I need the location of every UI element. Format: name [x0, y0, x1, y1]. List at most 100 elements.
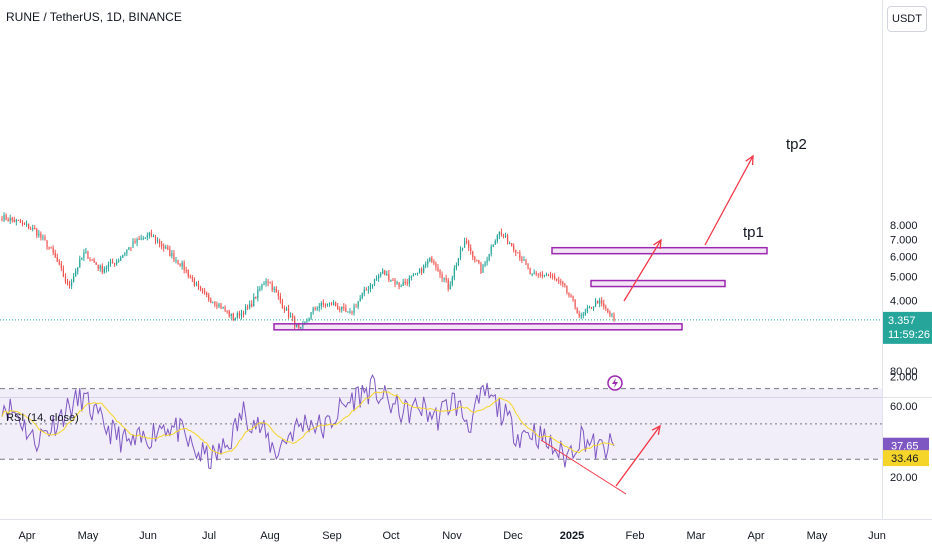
candle-body	[173, 253, 175, 261]
candle	[306, 318, 308, 324]
candle	[523, 256, 525, 262]
lightning-event-icon[interactable]	[607, 375, 623, 391]
candle-body	[601, 300, 603, 304]
candle	[330, 302, 333, 306]
candle	[455, 262, 458, 271]
candle-body	[599, 300, 601, 304]
candle-body	[474, 257, 476, 260]
candle-body	[562, 282, 564, 285]
candle-body	[232, 313, 234, 320]
candle	[206, 291, 208, 298]
candle-body	[193, 279, 196, 286]
arrow-to-tp1[interactable]	[623, 238, 662, 302]
candle-body	[242, 312, 245, 315]
candle	[140, 234, 142, 241]
candle	[169, 245, 171, 257]
candle	[249, 300, 251, 310]
candle	[541, 271, 543, 279]
candle-body	[408, 277, 410, 284]
rsi-tick-label: 20.00	[890, 472, 918, 484]
candle	[406, 278, 408, 287]
candle	[312, 306, 314, 315]
candle	[93, 257, 95, 264]
candle-body	[590, 307, 593, 309]
candle-body	[605, 306, 607, 309]
candle-body	[230, 313, 232, 317]
tp1-zone[interactable]	[590, 279, 726, 288]
tp2-zone[interactable]	[551, 246, 768, 255]
candle	[163, 243, 165, 252]
candle	[25, 220, 28, 227]
candle	[50, 246, 52, 249]
candle	[11, 216, 13, 223]
candle	[269, 281, 271, 284]
candle-body	[504, 235, 507, 237]
candle-body	[515, 249, 517, 253]
candle	[613, 312, 615, 322]
candle	[601, 297, 603, 307]
candle	[83, 249, 85, 262]
candle-body	[201, 290, 204, 292]
candle-body	[130, 247, 132, 249]
candle	[582, 311, 584, 319]
candle	[611, 312, 613, 318]
candle-body	[492, 244, 494, 247]
candle	[77, 267, 79, 275]
time-tick-label: Jul	[202, 530, 216, 542]
candle	[492, 244, 494, 247]
candle-body	[482, 265, 484, 273]
rsi-value-label: 37.65	[891, 441, 919, 453]
candle	[449, 281, 451, 290]
rsi-ma-label: 33.46	[891, 453, 919, 465]
currency-button[interactable]: USDT	[887, 6, 927, 32]
candle-body	[613, 314, 615, 320]
candle	[244, 304, 247, 315]
candle-body	[529, 268, 531, 275]
candle-body	[83, 252, 85, 258]
candle	[218, 302, 220, 309]
arrow-to-tp2[interactable]	[704, 154, 754, 246]
candle	[382, 268, 384, 275]
support-zone[interactable]	[273, 323, 683, 331]
candle-body	[255, 296, 257, 298]
candle-body	[158, 240, 161, 245]
candle	[335, 301, 337, 307]
candle	[423, 264, 425, 274]
bar-countdown: 11:59:26	[888, 329, 930, 341]
candle-body	[199, 286, 202, 291]
candle	[273, 286, 275, 293]
time-tick-label: Apr	[747, 530, 764, 542]
candle	[590, 306, 593, 310]
candle-body	[455, 264, 458, 269]
symbol-header[interactable]: RUNE / TetherUS, 1D, BINANCE	[6, 10, 182, 24]
candle-body	[410, 276, 412, 278]
rsi-trendline[interactable]	[540, 439, 627, 495]
rsi-arrow[interactable]	[615, 424, 661, 487]
candle-body	[15, 219, 17, 222]
candle-body	[107, 264, 110, 268]
candle	[476, 259, 478, 262]
candle-body	[279, 295, 281, 302]
candle	[566, 285, 568, 295]
candle-body	[191, 277, 193, 280]
candle-body	[551, 275, 554, 277]
candle	[68, 280, 71, 289]
candle	[79, 255, 81, 268]
candle	[154, 234, 157, 245]
rsi-title[interactable]: RSI (14, close)	[6, 412, 79, 424]
candle-body	[146, 235, 148, 238]
candle	[81, 257, 83, 261]
candle-body	[412, 274, 415, 277]
candle-body	[287, 308, 290, 317]
candle	[316, 306, 318, 311]
candle	[240, 309, 243, 320]
candle	[324, 303, 327, 309]
candle	[463, 237, 466, 248]
candle	[1, 215, 3, 222]
candle	[320, 301, 322, 310]
candle-body	[513, 245, 515, 250]
candle-body	[267, 281, 269, 283]
candle	[580, 312, 582, 320]
candle	[398, 282, 400, 290]
